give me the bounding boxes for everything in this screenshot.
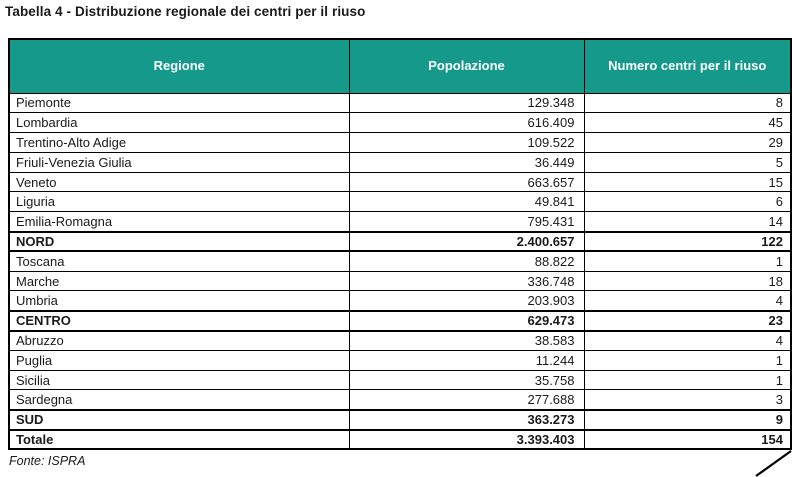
population-cell: 49.841 [348, 191, 585, 213]
region-cell: Puglia [8, 349, 350, 371]
table-row: Trentino-Alto Adige 109.522 29 [8, 132, 792, 153]
centers-cell: 23 [583, 309, 792, 332]
population-cell: 11.244 [348, 349, 585, 371]
population-cell: 88.822 [348, 250, 585, 272]
table-row-summary: SUD 363.273 9 [8, 408, 792, 431]
table-row: Veneto 663.657 15 [8, 171, 792, 193]
header-cell-numero-centri: Numero centri per il riuso [583, 38, 792, 94]
header-cell-popolazione: Popolazione [348, 38, 585, 94]
centers-cell: 1 [583, 349, 792, 371]
table-row: Puglia 11.244 1 [8, 349, 792, 371]
population-cell: 795.431 [348, 211, 585, 233]
diagonal-line-decoration [755, 450, 792, 477]
population-cell: 129.348 [348, 92, 585, 114]
centers-cell: 1 [583, 250, 792, 272]
centers-cell: 8 [583, 92, 792, 114]
table-row: Sardegna 277.688 3 [8, 389, 792, 411]
centers-cell: 154 [583, 428, 792, 451]
centers-cell: 14 [583, 211, 792, 233]
region-cell: Umbria [8, 290, 350, 312]
region-cell: CENTRO [8, 309, 350, 332]
region-cell: Liguria [8, 191, 350, 213]
region-cell: Sardegna [8, 389, 350, 411]
header-cell-regione: Regione [8, 38, 350, 94]
population-cell: 363.273 [348, 408, 585, 431]
population-cell: 663.657 [348, 171, 585, 193]
region-cell: Trentino-Alto Adige [8, 132, 350, 153]
region-cell: Veneto [8, 171, 350, 193]
population-cell: 616.409 [348, 112, 585, 134]
table-row: Liguria 49.841 6 [8, 191, 792, 213]
regional-reuse-centers-table: Regione Popolazione Numero centri per il… [8, 38, 792, 451]
centers-cell: 45 [583, 112, 792, 134]
centers-cell: 122 [583, 230, 792, 253]
region-cell: Toscana [8, 250, 350, 272]
region-cell: Piemonte [8, 92, 350, 114]
population-cell: 2.400.657 [348, 230, 585, 253]
centers-cell: 3 [583, 389, 792, 411]
centers-cell: 6 [583, 191, 792, 213]
centers-cell: 15 [583, 171, 792, 193]
source-note: Fonte: ISPRA [9, 454, 86, 468]
table-row: Piemonte 129.348 8 [8, 92, 792, 114]
population-cell: 277.688 [348, 389, 585, 411]
centers-cell: 4 [583, 330, 792, 351]
population-cell: 3.393.403 [348, 428, 585, 451]
table-body: Piemonte 129.348 8 Lombardia 616.409 45 Trenti… [8, 92, 792, 451]
region-cell: NORD [8, 230, 350, 253]
population-cell: 35.758 [348, 369, 585, 391]
population-cell: 629.473 [348, 309, 585, 332]
centers-cell: 5 [583, 151, 792, 173]
centers-cell: 9 [583, 408, 792, 431]
table-header: Regione Popolazione Numero centri per il… [8, 38, 792, 94]
table-row: Emilia-Romagna 795.431 14 [8, 211, 792, 233]
table-row: Toscana 88.822 1 [8, 250, 792, 272]
population-cell: 38.583 [348, 330, 585, 351]
table-row: Marche 336.748 18 [8, 270, 792, 292]
table-row: Sicilia 35.758 1 [8, 369, 792, 391]
population-cell: 36.449 [348, 151, 585, 173]
population-cell: 109.522 [348, 132, 585, 153]
region-cell: Sicilia [8, 369, 350, 391]
table-row-summary: NORD 2.400.657 122 [8, 230, 792, 253]
centers-cell: 29 [583, 132, 792, 153]
table-row: Umbria 203.903 4 [8, 290, 792, 312]
population-cell: 336.748 [348, 270, 585, 292]
region-cell: Marche [8, 270, 350, 292]
region-cell: SUD [8, 408, 350, 431]
table-row-summary: Totale 3.393.403 154 [8, 428, 792, 451]
population-cell: 203.903 [348, 290, 585, 312]
centers-cell: 1 [583, 369, 792, 391]
centers-cell: 4 [583, 290, 792, 312]
centers-cell: 18 [583, 270, 792, 292]
region-cell: Totale [8, 428, 350, 451]
header-row: Regione Popolazione Numero centri per il… [8, 38, 792, 94]
region-cell: Lombardia [8, 112, 350, 134]
region-cell: Friuli-Venezia Giulia [8, 151, 350, 173]
region-cell: Abruzzo [8, 330, 350, 351]
table-row: Abruzzo 38.583 4 [8, 330, 792, 351]
table-row: Friuli-Venezia Giulia 36.449 5 [8, 151, 792, 173]
table-title: Tabella 4 - Distribuzione regionale dei … [5, 4, 366, 19]
table-row: Lombardia 616.409 45 [8, 112, 792, 134]
table-row-summary: CENTRO 629.473 23 [8, 309, 792, 332]
region-cell: Emilia-Romagna [8, 211, 350, 233]
